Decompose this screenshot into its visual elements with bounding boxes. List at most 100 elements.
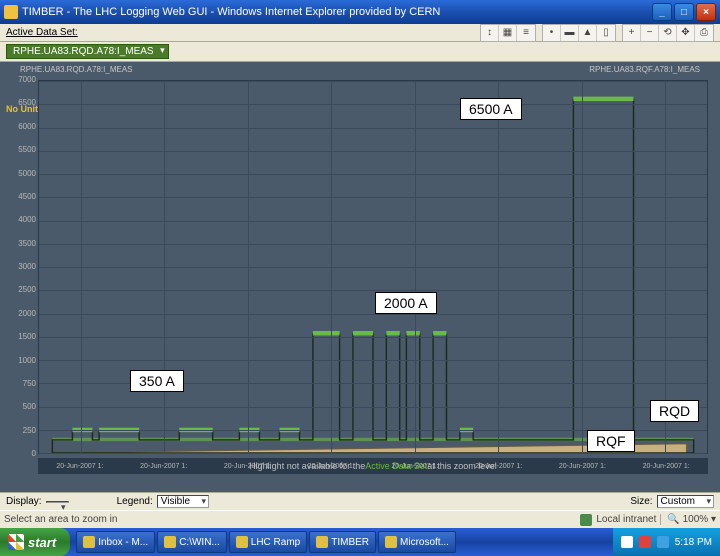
favicon-icon (4, 5, 18, 19)
app-icon (164, 536, 176, 548)
x-tick-label: 20-Jun-2007 1: (385, 463, 445, 470)
size-label: Size: (630, 496, 652, 507)
series-rqd-top (386, 331, 399, 335)
series-rqd (52, 100, 693, 453)
security-zone-icon (580, 514, 592, 526)
start-button[interactable]: start (0, 528, 70, 556)
annotation-rqf: RQF (587, 430, 635, 452)
dataset-selector-bar: RPHE.UA83.RQD.A78:I_MEAS (0, 42, 720, 62)
clock[interactable]: 5:18 PM (675, 537, 712, 548)
tool-zoomin-icon[interactable]: + (623, 25, 641, 41)
taskbar-item[interactable]: LHC Ramp (229, 531, 307, 553)
y-tick-label: 6500 (2, 98, 36, 107)
chart-area[interactable]: No Unit 6500 A 2000 A 350 A RQD RQF High… (0, 76, 720, 492)
y-tick-label: 500 (2, 402, 36, 411)
taskbar-item[interactable]: C:\WIN... (157, 531, 227, 553)
y-tick-label: 6000 (2, 122, 36, 131)
windows-logo-icon (8, 534, 24, 550)
tool-list-icon[interactable]: ≡ (517, 25, 535, 41)
tool-bar-icon[interactable]: ▯ (597, 25, 615, 41)
y-tick-label: 0 (2, 449, 36, 458)
app-icon (385, 536, 397, 548)
y-tick-label: 2000 (2, 309, 36, 318)
taskbar-item-label: LHC Ramp (251, 537, 300, 548)
taskbar-item-label: Inbox - M... (98, 537, 148, 548)
taskbar-items: Inbox - M... C:\WIN... LHC Ramp TIMBER Micro… (76, 531, 613, 553)
tool-grid-icon[interactable]: ▦ (499, 25, 517, 41)
chart-plot (38, 80, 708, 454)
status-text: Select an area to zoom in (4, 514, 117, 525)
series-rqd-top (353, 331, 373, 335)
y-tick-label: 5500 (2, 145, 36, 154)
window-buttons: _ □ × (650, 3, 716, 21)
tool-area-icon[interactable]: ▲ (579, 25, 597, 41)
y-tick-label: 5000 (2, 169, 36, 178)
dataset-dropdown[interactable]: RPHE.UA83.RQD.A78:I_MEAS (6, 44, 169, 59)
tool-save-icon[interactable]: ⎙ (695, 25, 713, 41)
series-rqd-top (433, 331, 446, 335)
series-rqd-top (313, 331, 340, 335)
app-icon (83, 536, 95, 548)
y-tick-label: 1500 (2, 332, 36, 341)
close-button[interactable]: × (696, 3, 716, 21)
tool-zoomout-icon[interactable]: − (641, 25, 659, 41)
size-select[interactable]: Custom (657, 495, 714, 508)
display-select[interactable] (46, 501, 69, 503)
taskbar-item[interactable]: Microsoft... (378, 531, 456, 553)
annotation-2000: 2000 A (375, 292, 437, 314)
maximize-button[interactable]: □ (674, 3, 694, 21)
y-tick-label: 3500 (2, 239, 36, 248)
taskbar-item-label: Microsoft... (400, 537, 449, 548)
annotation-6500: 6500 A (460, 98, 522, 120)
tool-point-icon[interactable]: • (543, 25, 561, 41)
x-tick-label: 20-Jun-2007 1: (469, 463, 529, 470)
taskbar-item[interactable]: Inbox - M... (76, 531, 155, 553)
chart-series-labels: RPHE.UA83.RQD.A78:I_MEAS RPHE.UA83.RQF.A… (0, 62, 720, 76)
chart-toolbar: ↕ ▦ ≡ • ▬ ▲ ▯ + − ⟲ ✥ ⎙ (474, 24, 714, 42)
y-tick-label: 4000 (2, 215, 36, 224)
app-icon (316, 536, 328, 548)
display-label: Display: (6, 496, 42, 507)
y-tick-label: 2500 (2, 285, 36, 294)
window-titlebar: TIMBER - The LHC Logging Web GUI - Windo… (0, 0, 720, 24)
y-tick-label: 7000 (2, 75, 36, 84)
annotation-rqd: RQD (650, 400, 699, 422)
taskbar-item-label: C:\WIN... (179, 537, 220, 548)
window-title: TIMBER - The LHC Logging Web GUI - Windo… (22, 6, 650, 18)
tool-cursor-icon[interactable]: ↕ (481, 25, 499, 41)
tool-line-icon[interactable]: ▬ (561, 25, 579, 41)
x-tick-label: 20-Jun-2007 1: (134, 463, 194, 470)
series-rqd-top (406, 331, 419, 335)
start-label: start (28, 535, 56, 550)
tool-pan-icon[interactable]: ✥ (677, 25, 695, 41)
y-tick-label: 750 (2, 379, 36, 388)
x-tick-label: 20-Jun-2007 1: (552, 463, 612, 470)
y-tick-label: 3000 (2, 262, 36, 271)
active-dataset-label: Active Data Set: (6, 27, 78, 38)
chart-control-bar: Display: Legend: Visible Size: Custom (0, 492, 720, 510)
legend-label: Legend: (117, 496, 153, 507)
taskbar-item[interactable]: TIMBER (309, 531, 376, 553)
x-tick-label: 20-Jun-2007 1: (217, 463, 277, 470)
zoom-level[interactable]: 🔍 100% ▾ (660, 514, 716, 525)
system-tray[interactable]: 5:18 PM (613, 528, 720, 556)
app-icon (236, 536, 248, 548)
active-dataset-bar: Active Data Set: ↕ ▦ ≡ • ▬ ▲ ▯ + − ⟲ ✥ ⎙ (0, 24, 720, 42)
y-tick-label: 1000 (2, 356, 36, 365)
tray-icon[interactable] (657, 536, 669, 548)
security-zone-text: Local intranet (596, 514, 656, 525)
minimize-button[interactable]: _ (652, 3, 672, 21)
x-tick-label: 20-Jun-2007 1: (301, 463, 361, 470)
tray-icon[interactable] (621, 536, 633, 548)
ie-status-bar: Select an area to zoom in Local intranet… (0, 510, 720, 528)
x-tick-label: 20-Jun-2007 1: (50, 463, 110, 470)
tool-reset-icon[interactable]: ⟲ (659, 25, 677, 41)
y-tick-label: 4500 (2, 192, 36, 201)
x-tick-label: 20-Jun-2007 1: (636, 463, 696, 470)
legend-select[interactable]: Visible (157, 495, 209, 508)
series-label-right: RPHE.UA83.RQF.A78:I_MEAS (589, 65, 700, 74)
windows-taskbar: start Inbox - M... C:\WIN... LHC Ramp TIMBE… (0, 528, 720, 556)
series-label-left: RPHE.UA83.RQD.A78:I_MEAS (20, 65, 132, 74)
tray-icon[interactable] (639, 536, 651, 548)
y-tick-label: 250 (2, 426, 36, 435)
